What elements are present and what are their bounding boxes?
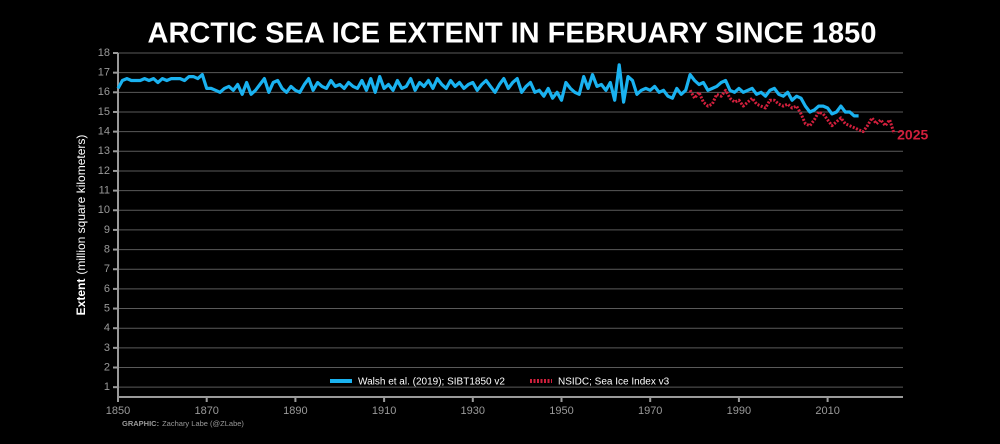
y-tick-label: 5 bbox=[104, 302, 110, 314]
legend-label: Walsh et al. (2019); SIBT1850 v2 bbox=[358, 377, 505, 388]
legend-label: NSIDC; Sea Ice Index v3 bbox=[558, 377, 670, 388]
x-tick-label: 1850 bbox=[106, 405, 130, 417]
y-tick-label: 1 bbox=[104, 381, 110, 393]
end-annotation: 2025 bbox=[897, 126, 928, 142]
y-tick-label: 13 bbox=[98, 145, 110, 157]
x-tick-label: 1870 bbox=[194, 405, 218, 417]
y-tick-label: 2 bbox=[104, 361, 110, 373]
x-tick-label: 1890 bbox=[283, 405, 307, 417]
series-line bbox=[688, 88, 896, 135]
y-tick-label: 4 bbox=[104, 322, 110, 334]
x-tick-label: 1970 bbox=[638, 405, 662, 417]
y-tick-label: 9 bbox=[104, 224, 110, 236]
x-tick-label: 2010 bbox=[815, 405, 839, 417]
y-tick-label: 6 bbox=[104, 283, 110, 295]
credit-bold: GRAPHIC: bbox=[122, 419, 159, 428]
y-tick-label: 18 bbox=[98, 47, 110, 59]
y-axis-label-rest: (million square kilometers) bbox=[74, 135, 88, 275]
x-tick-label: 1950 bbox=[549, 405, 573, 417]
y-axis-label-bold: Extent bbox=[74, 279, 88, 316]
y-tick-label: 7 bbox=[104, 263, 110, 275]
chart-title: ARCTIC SEA ICE EXTENT IN FEBRUARY SINCE … bbox=[148, 18, 877, 50]
y-tick-label: 10 bbox=[98, 204, 110, 216]
x-tick-label: 1990 bbox=[727, 405, 751, 417]
y-tick-label: 14 bbox=[98, 126, 110, 138]
y-axis-label: Extent (million square kilometers) bbox=[74, 135, 88, 316]
y-tick-label: 8 bbox=[104, 243, 110, 255]
x-tick-label: 1910 bbox=[372, 405, 396, 417]
y-tick-label: 3 bbox=[104, 342, 110, 354]
credit-text: Zachary Labe (@ZLabe) bbox=[162, 419, 244, 428]
y-tick-label: 11 bbox=[99, 185, 110, 197]
series-line bbox=[116, 63, 859, 118]
y-tick-label: 16 bbox=[98, 86, 110, 98]
y-tick-label: 17 bbox=[98, 67, 110, 79]
credit: GRAPHIC: Zachary Labe (@ZLabe) bbox=[122, 419, 244, 428]
x-tick-label: 1930 bbox=[461, 405, 485, 417]
y-tick-label: 12 bbox=[98, 165, 110, 177]
y-tick-label: 15 bbox=[98, 106, 110, 118]
